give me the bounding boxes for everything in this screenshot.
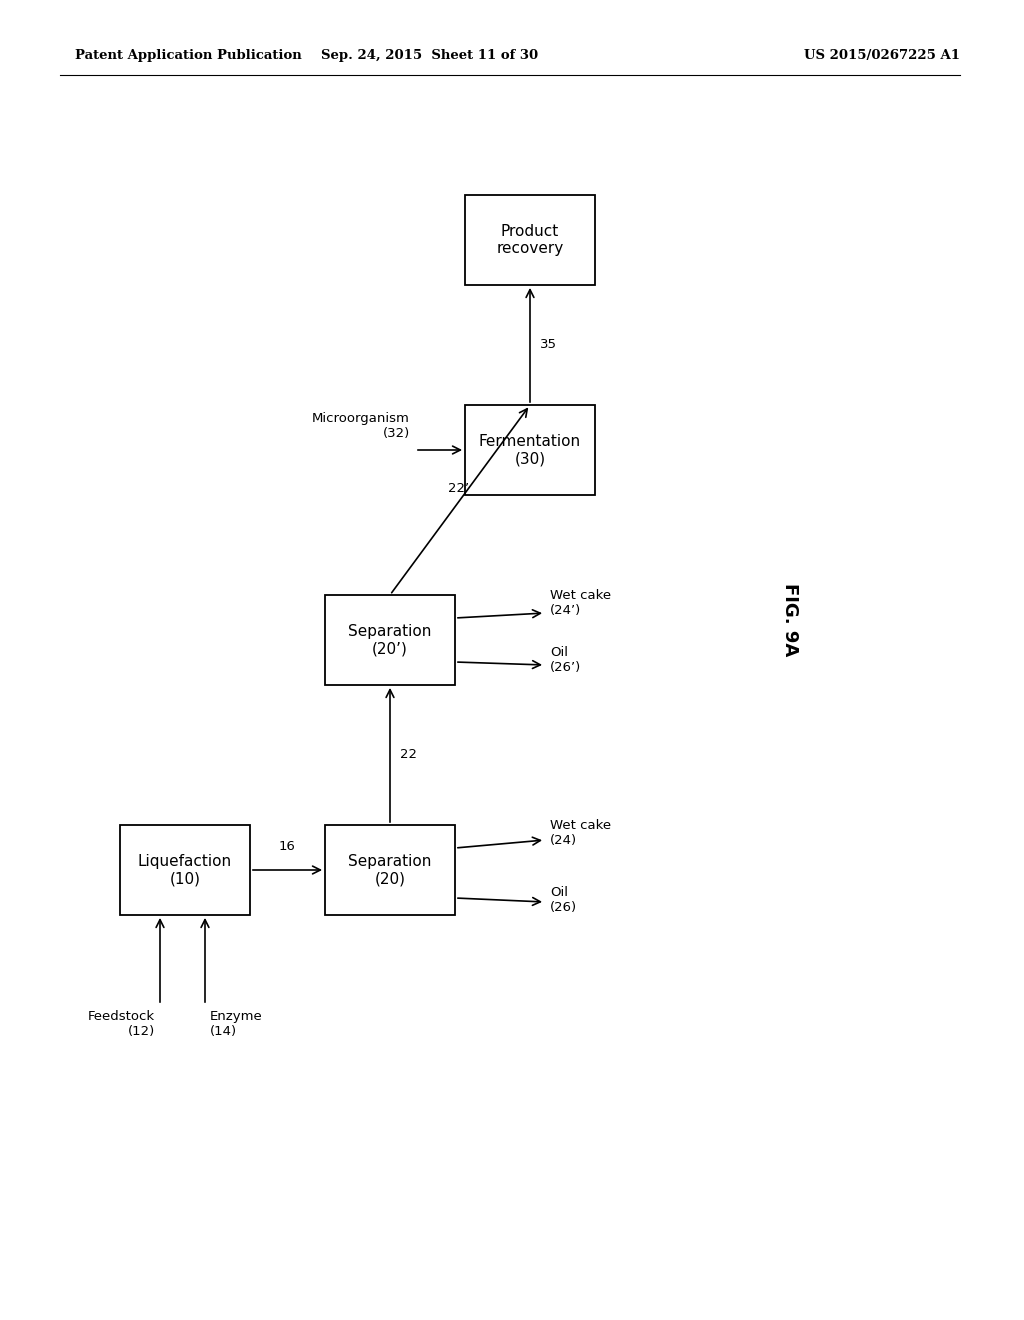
Text: Sep. 24, 2015  Sheet 11 of 30: Sep. 24, 2015 Sheet 11 of 30 bbox=[322, 49, 539, 62]
Text: Liquefaction
(10): Liquefaction (10) bbox=[138, 854, 232, 886]
Text: Enzyme
(14): Enzyme (14) bbox=[210, 1010, 263, 1038]
Text: Patent Application Publication: Patent Application Publication bbox=[75, 49, 302, 62]
Text: Oil
(26): Oil (26) bbox=[550, 886, 578, 913]
Bar bbox=[120, 825, 250, 915]
Text: Wet cake
(24): Wet cake (24) bbox=[550, 818, 611, 847]
Bar bbox=[325, 825, 455, 915]
Bar bbox=[465, 405, 595, 495]
Text: Wet cake
(24’): Wet cake (24’) bbox=[550, 589, 611, 616]
Text: Fermentation
(30): Fermentation (30) bbox=[479, 434, 581, 466]
Text: US 2015/0267225 A1: US 2015/0267225 A1 bbox=[804, 49, 961, 62]
Text: Microorganism
(32): Microorganism (32) bbox=[312, 412, 410, 440]
Text: Product
recovery: Product recovery bbox=[497, 224, 563, 256]
Text: 35: 35 bbox=[540, 338, 557, 351]
Text: Feedstock
(12): Feedstock (12) bbox=[88, 1010, 155, 1038]
Text: Separation
(20’): Separation (20’) bbox=[348, 624, 432, 656]
Text: Oil
(26’): Oil (26’) bbox=[550, 645, 582, 675]
Text: FIG. 9A: FIG. 9A bbox=[781, 583, 799, 656]
Bar bbox=[325, 595, 455, 685]
Text: Separation
(20): Separation (20) bbox=[348, 854, 432, 886]
Text: 16: 16 bbox=[279, 840, 296, 853]
Bar bbox=[465, 195, 595, 285]
Text: 22’: 22’ bbox=[449, 482, 469, 495]
Text: 22: 22 bbox=[400, 748, 417, 762]
